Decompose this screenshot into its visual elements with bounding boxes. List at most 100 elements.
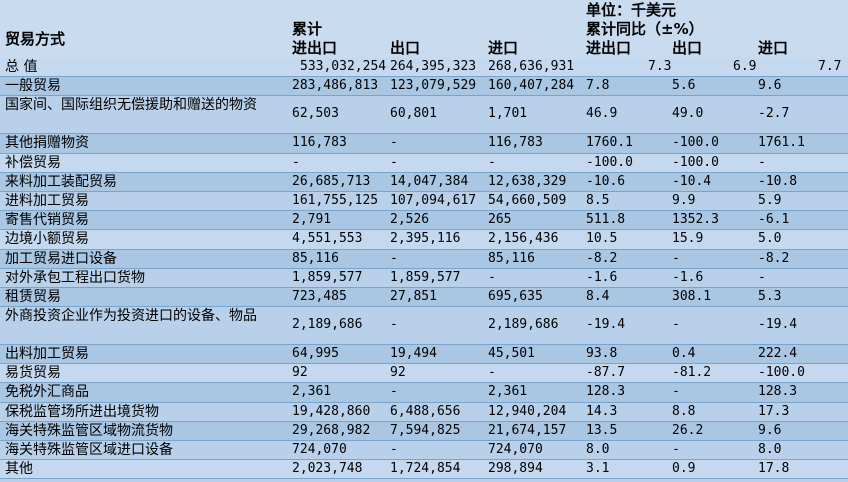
cell-export: - xyxy=(390,135,398,151)
cell-yoy-export: 9.9 xyxy=(672,192,696,208)
cell-import: 265 xyxy=(488,212,512,228)
cell-export: 14,047,384 xyxy=(390,173,469,189)
cell-yoy-export: 1352.3 xyxy=(672,212,719,228)
header-export: 出口 xyxy=(390,39,421,57)
cell-total: 724,070 xyxy=(292,442,347,457)
cell-yoy-import: 5.3 xyxy=(758,288,782,304)
cell-yoy-import: 222.4 xyxy=(758,346,798,362)
table-row: 易货贸易 92 92 - -87.7 -81.2 -100.0 xyxy=(0,364,848,384)
cell-yoy-total: 128.3 xyxy=(586,384,626,400)
cell-yoy-export: 49.0 xyxy=(672,106,704,122)
cell-import: 12,940,204 xyxy=(488,403,567,419)
cell-total: 283,486,813 xyxy=(292,78,379,94)
header-trade-method: 贸易方式 xyxy=(5,30,66,48)
table-row: 总 值 533,032,254 264,395,323 268,636,931 7.3 6… xyxy=(0,58,848,78)
cell-yoy-import: 17.3 xyxy=(758,403,790,419)
header-yoy-import: 进口 xyxy=(758,39,789,57)
cell-name: 外商投资企业作为投资进口的设备、物品 xyxy=(5,308,257,325)
cell-name: 海关特殊监管区域进口设备 xyxy=(5,442,173,458)
cell-export: 123,079,529 xyxy=(390,78,477,94)
cell-yoy-export: 26.2 xyxy=(672,422,704,438)
cell-yoy-import: 5.0 xyxy=(758,231,782,247)
cell-export: - xyxy=(390,250,398,266)
cell-total: 4,551,553 xyxy=(292,231,363,247)
cell-name: 补偿贸易 xyxy=(5,154,61,171)
cell-name: 寄售代销贸易 xyxy=(5,212,89,229)
cell-export: - xyxy=(390,384,398,400)
cell-name: 对外承包工程出口货物 xyxy=(5,269,145,286)
header-yoy-export: 出口 xyxy=(672,39,703,57)
table-row: 寄售代销贸易 2,791 2,526 265 511.8 1352.3 -6.1 xyxy=(0,211,848,231)
cell-import: 160,407,284 xyxy=(488,78,575,94)
cell-yoy-total: 93.8 xyxy=(586,346,618,362)
table-row: 一般贸易 283,486,813 123,079,529 160,407,284 7.8… xyxy=(0,77,848,97)
cell-yoy-total: 8.0 xyxy=(586,442,610,457)
cell-name: 加工贸易进口设备 xyxy=(5,250,117,267)
cell-name: 总 值 xyxy=(5,59,38,75)
cell-yoy-import: 17.8 xyxy=(758,461,790,477)
cell-import: - xyxy=(488,269,496,285)
cell-total: 92 xyxy=(292,365,308,381)
table-row: 补偿贸易 - - - -100.0 -100.0 - xyxy=(0,153,848,173)
cell-export: 1,859,577 xyxy=(390,269,461,285)
cell-name: 来料加工装配贸易 xyxy=(5,173,117,190)
cell-yoy-total: 13.5 xyxy=(586,422,618,438)
cell-total: 64,995 xyxy=(292,346,339,362)
table-row: 国家间、国际组织无偿援助和赠送的物资 62,503 60,801 1,701 46.9 4… xyxy=(0,96,848,135)
cell-yoy-export: -1.6 xyxy=(672,269,704,285)
cell-yoy-import: 128.3 xyxy=(758,384,798,400)
table-row: 其他 2,023,748 1,724,854 298,894 3.1 0.9 17.8 xyxy=(0,460,848,480)
header-import: 进口 xyxy=(488,39,519,57)
cell-yoy-export: -100.0 xyxy=(672,154,719,170)
cell-export: 19,494 xyxy=(390,346,437,362)
cell-yoy-total: 46.9 xyxy=(586,106,618,122)
cell-import: 724,070 xyxy=(488,442,543,457)
cell-name: 国家间、国际组织无偿援助和赠送的物资 xyxy=(5,97,257,114)
cell-yoy-export: 308.1 xyxy=(672,288,712,304)
cell-import: 12,638,329 xyxy=(488,173,567,189)
cell-yoy-import: 8.0 xyxy=(758,442,782,457)
cell-total: 26,685,713 xyxy=(292,173,371,189)
cell-yoy-import: 5.9 xyxy=(758,192,782,208)
cell-export: 2,526 xyxy=(390,212,430,228)
cell-export: 1,724,854 xyxy=(390,461,461,477)
cell-import: 2,189,686 xyxy=(488,317,559,333)
table-row: 出料加工贸易 64,995 19,494 45,501 93.8 0.4 222.4 xyxy=(0,345,848,365)
cell-yoy-total: -10.6 xyxy=(586,173,626,189)
cell-import: 2,361 xyxy=(488,384,528,400)
cell-export: - xyxy=(390,154,398,170)
cell-import: 54,660,509 xyxy=(488,192,567,208)
table-row: 海关特殊监管区域物流货物 29,268,982 7,594,825 21,674,15… xyxy=(0,421,848,441)
cell-yoy-export: 0.4 xyxy=(672,346,696,362)
header-yoy-total: 进出口 xyxy=(586,39,632,57)
cell-export: 92 xyxy=(390,365,406,381)
cell-total: 723,485 xyxy=(292,288,347,304)
trade-table-body: 总 值 533,032,254 264,395,323 268,636,931 7.3 6… xyxy=(0,58,848,480)
cell-import: 268,636,931 xyxy=(488,59,575,74)
cell-import: 85,116 xyxy=(488,250,535,266)
cell-export: 7,594,825 xyxy=(390,422,461,438)
cell-yoy-total: -1.6 xyxy=(586,269,618,285)
cell-total: 29,268,982 xyxy=(292,422,371,438)
cell-yoy-export: - xyxy=(672,317,680,333)
table-row: 边境小额贸易 4,551,553 2,395,116 2,156,436 10.5 15.… xyxy=(0,230,848,250)
cell-yoy-import: 9.6 xyxy=(758,78,782,94)
header-total: 进出口 xyxy=(292,39,338,57)
table-header: 单位：千美元 贸易方式 累计 累计同比（±%） 进出口 出口 进口 进出口 出口… xyxy=(0,0,848,58)
cell-import: 695,635 xyxy=(488,288,543,304)
cell-yoy-total: -100.0 xyxy=(586,154,633,170)
cell-export: - xyxy=(390,317,398,333)
cell-export: - xyxy=(390,442,398,457)
unit-label: 单位：千美元 xyxy=(586,1,677,19)
cell-yoy-export: -100.0 xyxy=(672,135,719,151)
cell-total: 161,755,125 xyxy=(292,192,379,208)
header-cumulative: 累计 xyxy=(292,20,323,38)
cell-total: 62,503 xyxy=(292,106,339,122)
cell-yoy-total: 8.4 xyxy=(586,288,610,304)
cell-name: 其他捐赠物资 xyxy=(5,135,89,152)
cell-yoy-total: 3.1 xyxy=(586,461,610,477)
cell-export: 107,094,617 xyxy=(390,192,477,208)
cell-yoy-export: 15.9 xyxy=(672,231,704,247)
cell-import: - xyxy=(488,365,496,381)
cell-yoy-import: -10.8 xyxy=(758,173,798,189)
